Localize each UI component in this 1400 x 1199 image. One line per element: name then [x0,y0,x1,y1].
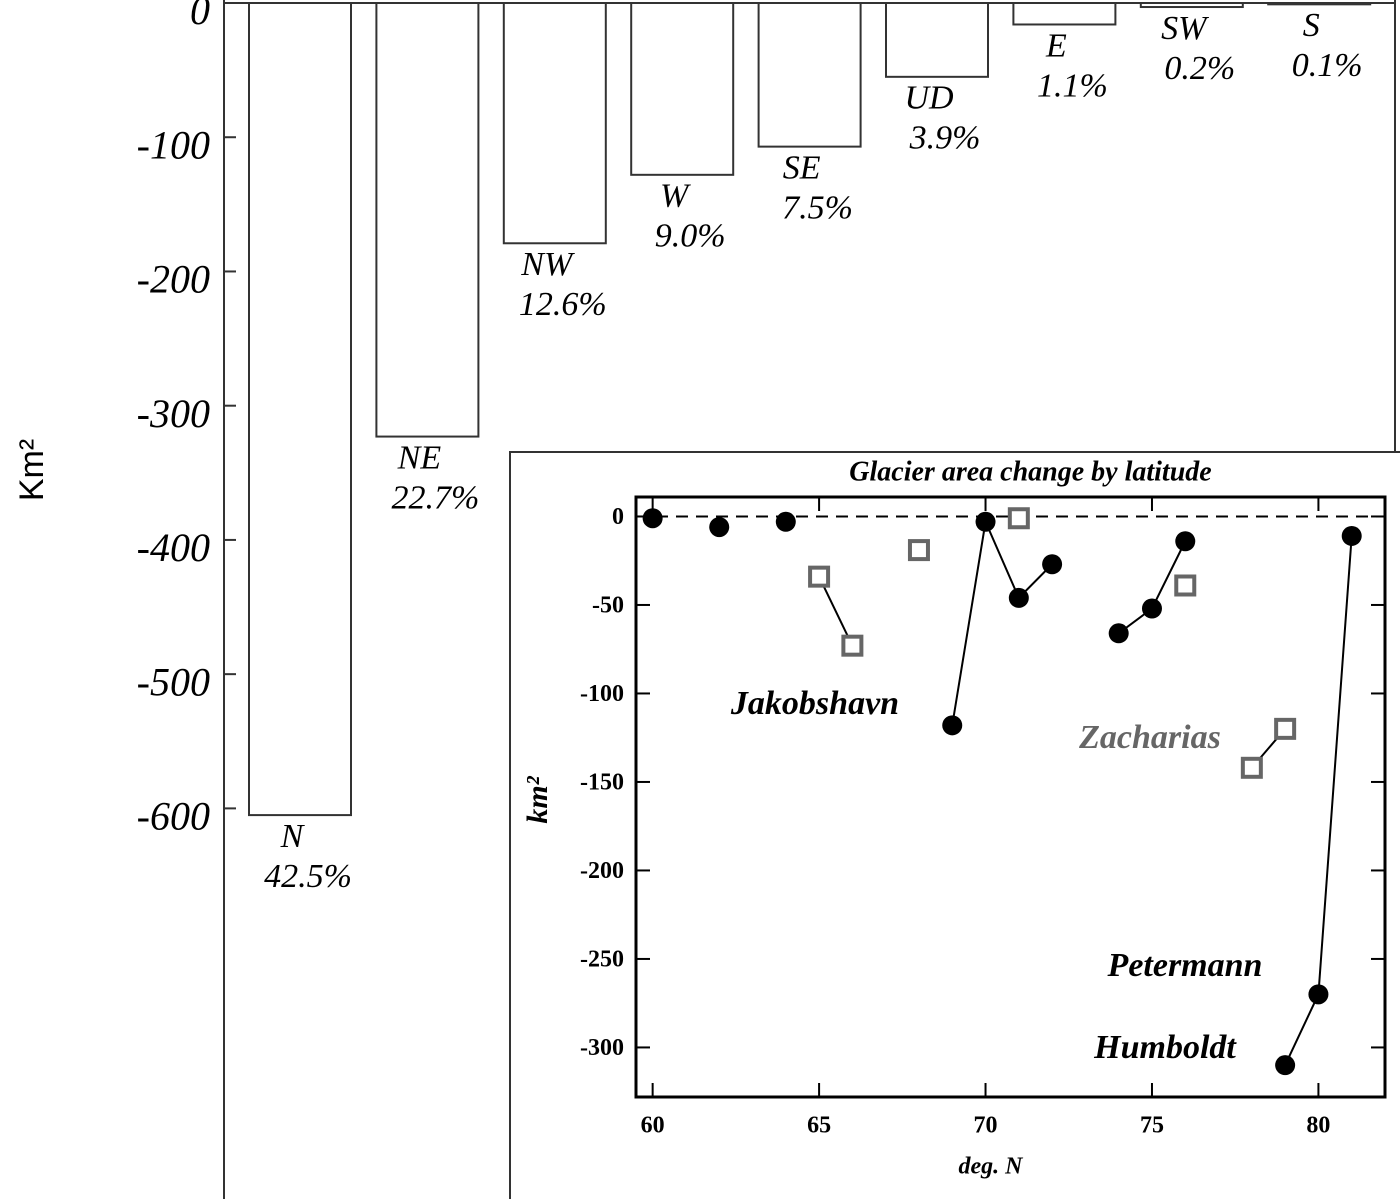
point [907,539,930,562]
point [642,508,663,529]
annotation: Petermann [1107,947,1263,984]
percent-label: 9.0% [655,218,726,255]
point [1308,984,1329,1005]
inset-title: Glacier area change by latitude [849,456,1211,487]
point [1175,531,1196,552]
annotation: Humboldt [1093,1029,1237,1066]
point [1174,574,1197,597]
x-tick-label: 65 [807,1113,831,1139]
point [808,565,831,588]
y-tick-label: -100 [137,122,210,167]
point [1274,717,1297,740]
percent-label: 7.5% [782,189,853,226]
bar [1139,2,1244,9]
y-tick-label: -50 [592,592,624,618]
point [975,511,996,532]
y-tick-label: -500 [137,659,210,704]
category-label: E [1045,27,1067,64]
percent-label: 12.6% [519,286,607,323]
point [841,634,864,657]
x-tick-label: 80 [1306,1113,1330,1139]
y-tick-label: -200 [137,257,210,302]
y-tick-label: -200 [580,858,624,884]
point [775,511,796,532]
category-label: SE [783,149,821,186]
point [942,715,963,736]
bar [1012,2,1117,26]
point [1341,525,1362,546]
series-line [951,518,1053,726]
plot-frame [634,495,1387,1099]
inset-x-label: deg. N [959,1154,1025,1180]
series-line [818,576,854,647]
category-label: W [660,178,691,215]
main-y-label: Km² [13,439,51,501]
y-tick-label: -100 [580,681,624,707]
category-label: S [1303,7,1320,44]
percent-label: 0.1% [1292,47,1363,84]
y-tick-label: -400 [137,525,210,570]
point [1275,1055,1296,1076]
category-label: SW [1161,10,1209,47]
bar [502,2,607,245]
y-tick-label: -250 [580,946,624,972]
percent-label: 3.9% [909,120,981,157]
y-tick-label: -300 [580,1035,624,1061]
bar [248,2,352,817]
point [709,517,730,538]
category-label: UD [904,80,954,117]
bar [885,2,989,78]
x-tick-label: 60 [641,1113,665,1139]
point [1008,587,1029,608]
x-tick-label: 70 [974,1113,998,1139]
percent-label: 1.1% [1037,67,1108,104]
y-tick-label: 0 [190,0,210,33]
category-label: NE [397,439,442,476]
point [1108,623,1129,644]
bar [630,2,735,176]
inset-box [509,451,1400,1199]
y-tick-label: -300 [137,391,210,436]
percent-label: 22.7% [391,479,479,516]
inset-y-label: km² [521,775,554,823]
annotation: Zacharias [1078,719,1221,756]
category-label: NW [520,246,575,283]
y-tick-label: -600 [137,794,210,839]
percent-label: 42.5% [264,858,352,895]
y-tick-label: 0 [612,504,624,530]
category-label: N [280,818,306,855]
bar [757,2,862,148]
x-tick-label: 75 [1140,1113,1164,1139]
y-tick-label: -150 [580,769,624,795]
point [1007,507,1030,530]
percent-label: 0.2% [1164,50,1235,87]
point [1141,598,1162,619]
point [1042,554,1063,575]
annotation: Jakobshavn [730,685,899,722]
bar [1267,2,1372,6]
point [1240,756,1263,779]
bar [375,2,480,438]
